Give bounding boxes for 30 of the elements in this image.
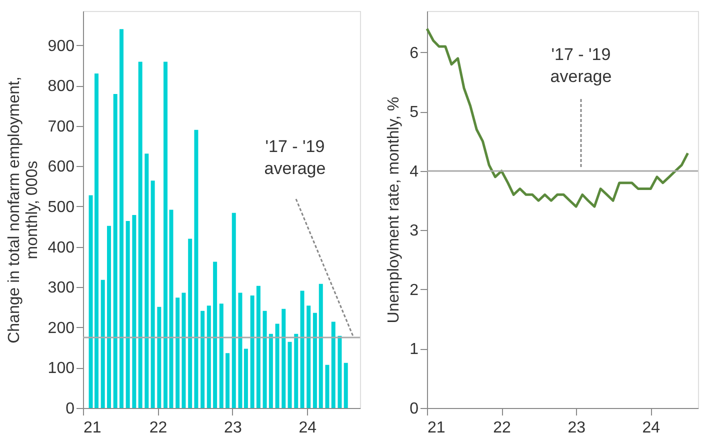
x-tick-label: 23 (568, 420, 586, 436)
y-tick-label: 6 (410, 44, 419, 62)
y-tick-label: 700 (48, 118, 75, 136)
y-tick-label: 0 (66, 400, 75, 418)
x-tick-label: 24 (642, 420, 660, 436)
y-axis-title: Unemployment rate, monthly, % (386, 96, 403, 324)
x-tick-label: 23 (224, 420, 242, 436)
x-tick-label: 22 (493, 420, 512, 436)
y-axis-title: Change in total nonfarm employment, monthly, 000s (6, 76, 41, 344)
y-tick-label: 4 (410, 163, 419, 180)
line-series (426, 28, 690, 208)
x-tick-label: 21 (84, 420, 102, 436)
y-tick-label: 600 (48, 158, 75, 176)
y-tick-label: 200 (48, 320, 75, 337)
y-tick-label: 2 (410, 282, 419, 299)
x-tick-label: 21 (428, 420, 446, 436)
y-tick-label: 500 (48, 198, 75, 216)
y-tick-label: 800 (48, 78, 75, 96)
y-tick-label: 100 (48, 360, 75, 378)
y-tick-label: 300 (48, 280, 75, 297)
y-tick-label: 400 (48, 239, 75, 256)
y-tick-label: 1 (410, 341, 419, 358)
y-tick-label: 3 (410, 222, 419, 240)
y-tick-label: 900 (48, 38, 75, 55)
ref-line-label: '17 - '19 average (264, 137, 326, 178)
x-tick-label: 24 (298, 420, 317, 436)
ref-line-label: '17 - '19 average (550, 45, 612, 86)
x-tick-label: 22 (149, 420, 168, 436)
y-tick-label: 5 (410, 104, 419, 122)
y-tick-label: 0 (410, 400, 419, 418)
